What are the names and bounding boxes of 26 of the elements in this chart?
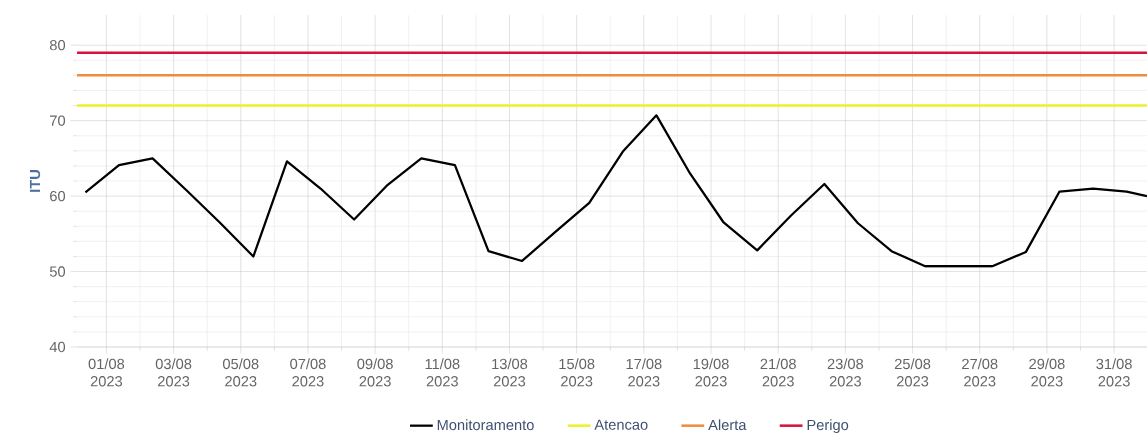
x-tick-label: 15/08 2023 (559, 358, 595, 387)
x-tick-label: 13/08 2023 (492, 358, 528, 387)
x-tick-label: 09/08 2023 (357, 358, 393, 387)
x-tick-label: 07/08 2023 (290, 358, 326, 387)
y-tick-label: 80 (49, 40, 66, 51)
x-tick-label: 21/08 2023 (760, 358, 796, 387)
legend-label: Monitoramento (437, 419, 534, 431)
x-tick-label: 11/08 2023 (425, 358, 460, 387)
legend-label: Atencao (594, 419, 648, 430)
y-tick-label: 50 (49, 266, 66, 277)
x-tick-label: 17/08 2023 (626, 358, 662, 387)
legend-label: Perigo (807, 419, 849, 434)
y-tick-label: 60 (50, 190, 66, 202)
y-tick-label: 40 (49, 341, 66, 353)
x-tick-label: 19/08 2023 (693, 358, 729, 387)
x-tick-label: 27/08 2023 (962, 358, 998, 387)
y-axis-title: ITU (29, 170, 41, 192)
y-tick-label: 70 (50, 115, 66, 126)
x-tick-label: 03/08 2023 (155, 358, 192, 387)
x-tick-label: 01/08 2023 (88, 358, 125, 387)
x-tick-label: 05/08 2023 (222, 358, 259, 387)
legend-label: Alerta (708, 419, 747, 431)
x-tick-label: 23/08 2023 (827, 358, 864, 387)
x-tick-label: 25/08 2023 (894, 358, 931, 387)
x-tick-label: 29/08 2023 (1029, 358, 1065, 387)
x-tick-label: 31/08 2023 (1096, 358, 1132, 387)
